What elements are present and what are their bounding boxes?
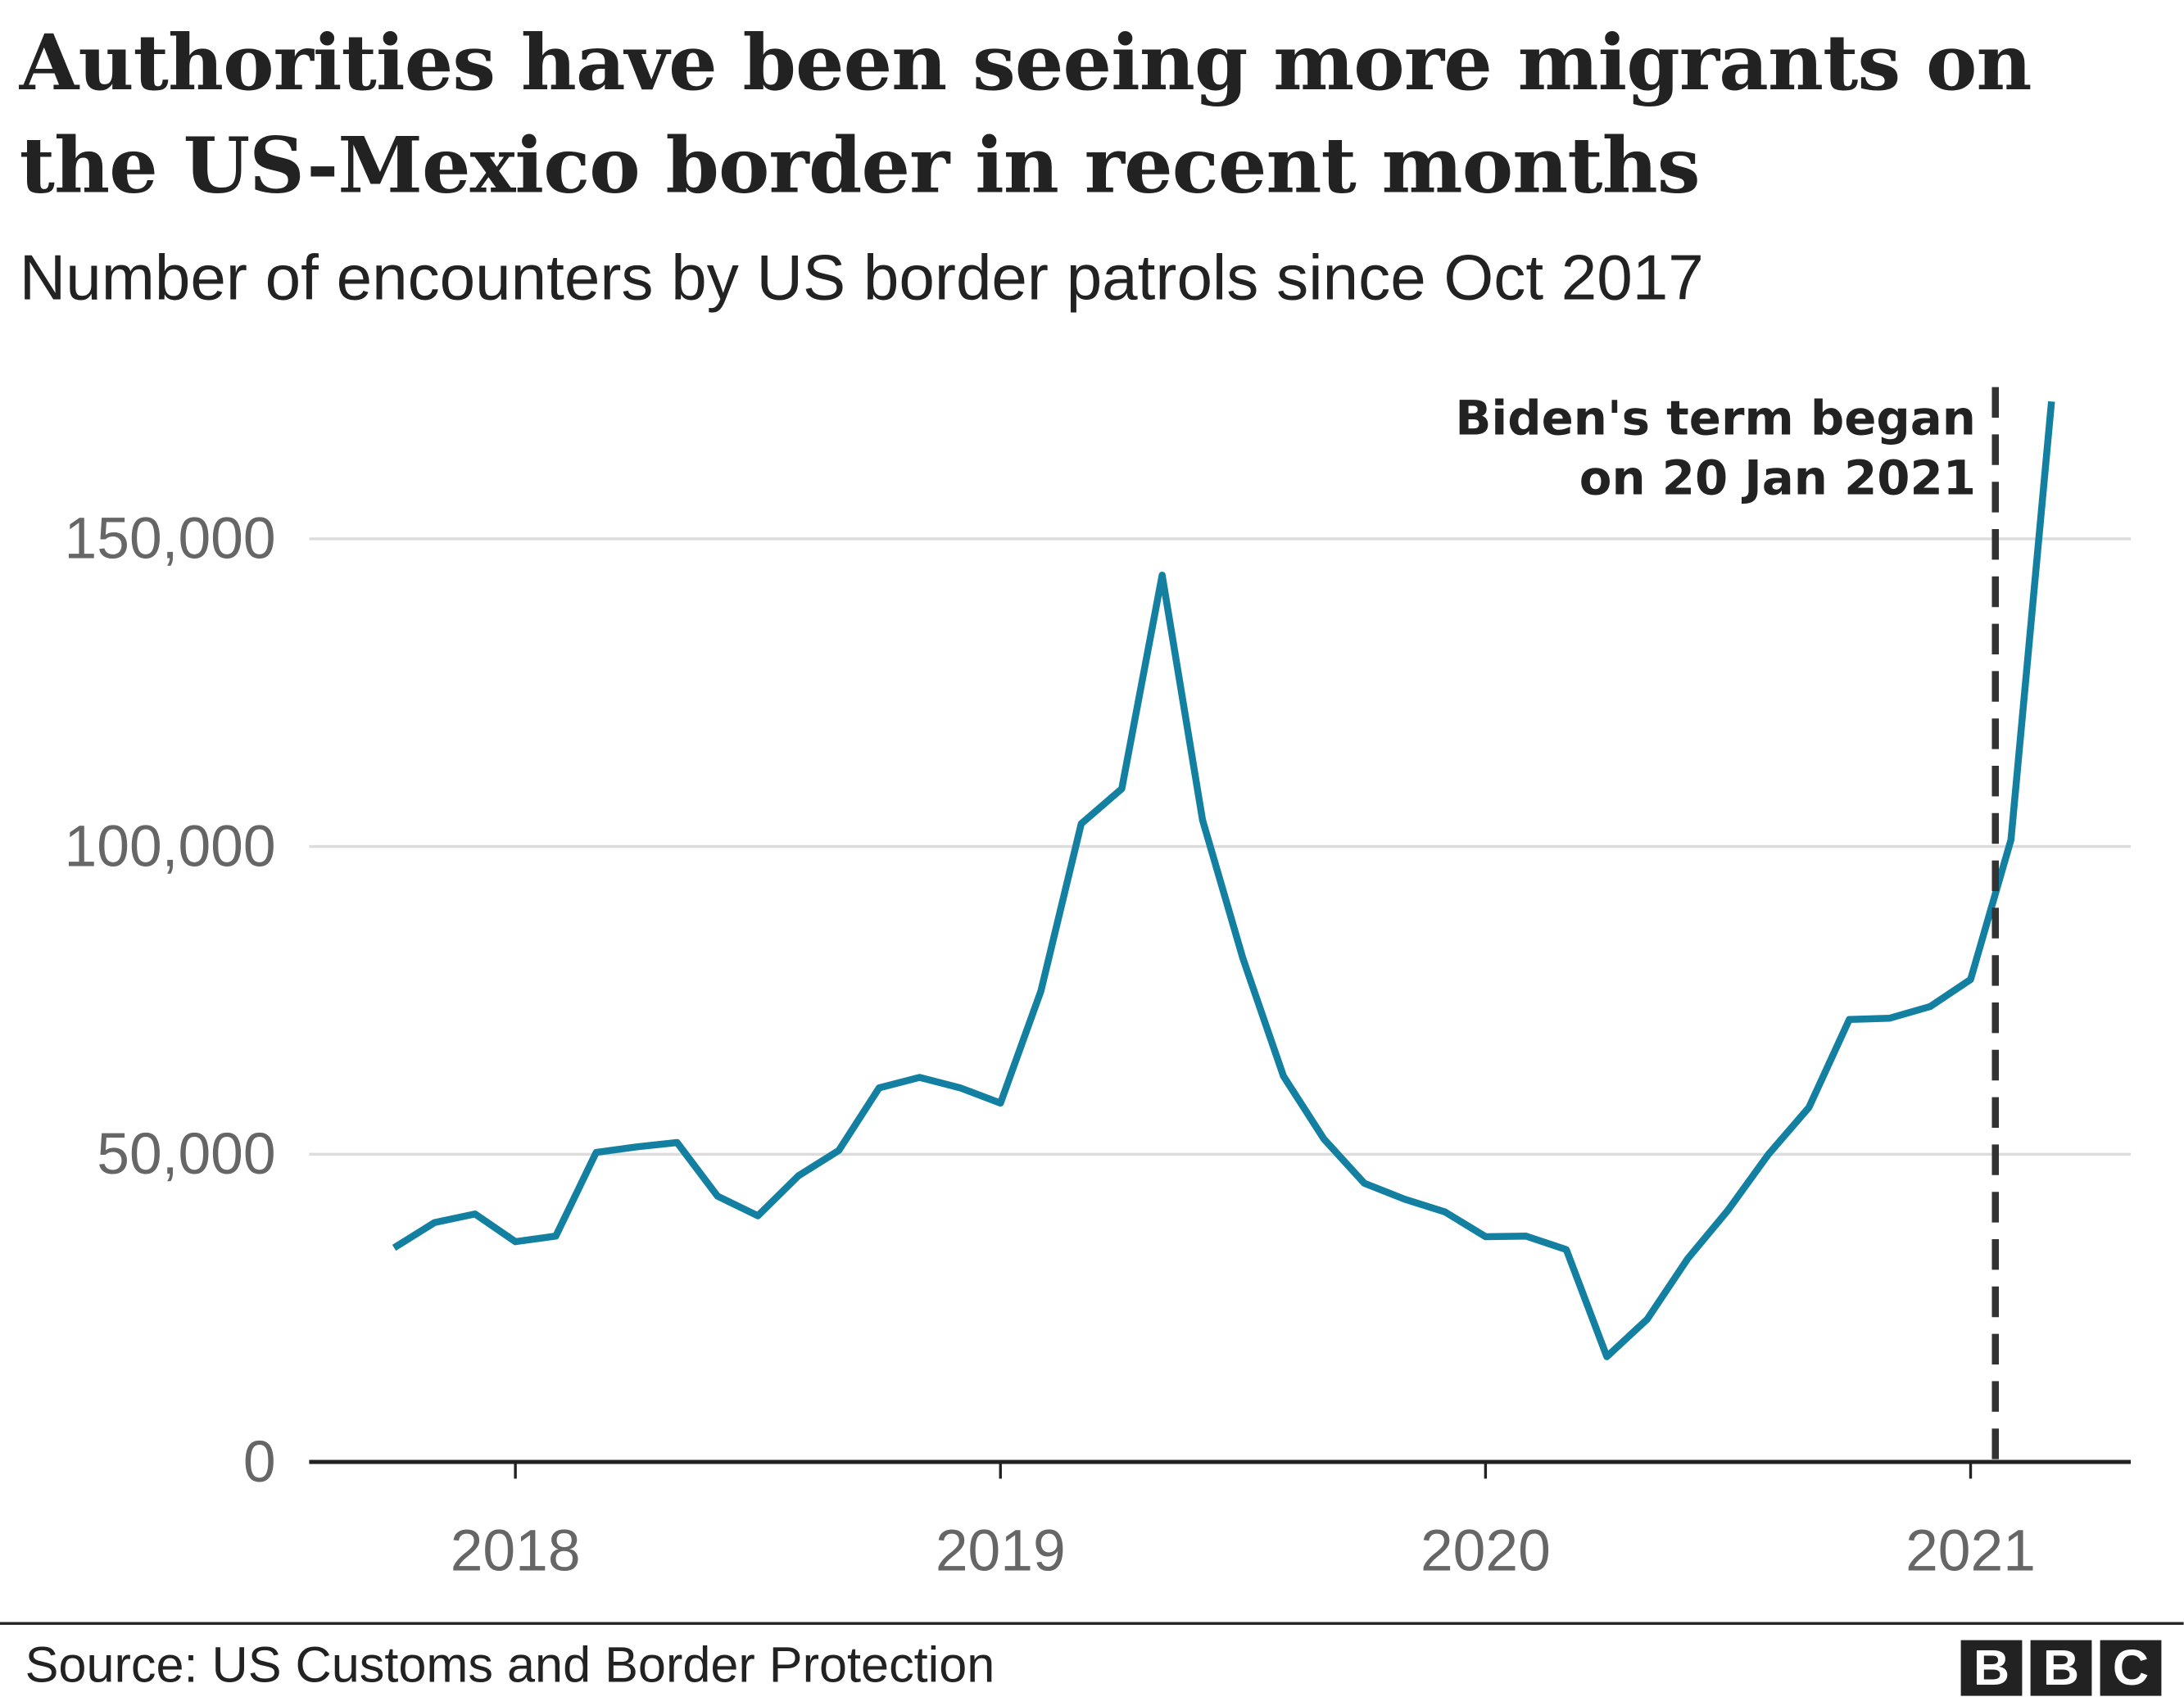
x-tick-label: 2020 — [1421, 1518, 1551, 1584]
x-tick-label: 2021 — [1905, 1518, 2036, 1584]
footer-divider — [0, 1622, 2184, 1625]
y-tick-label: 150,000 — [65, 506, 276, 572]
x-tick-label: 2019 — [936, 1518, 1066, 1584]
source-note: Source: US Customs and Border Protection — [25, 1636, 995, 1694]
chart-title: Authorities have been seeing more migran… — [19, 16, 2032, 210]
y-tick-label: 100,000 — [65, 813, 276, 879]
chart-subtitle: Number of encounters by US border patrol… — [19, 241, 1704, 314]
x-tick-label: 2018 — [451, 1518, 581, 1584]
annotation-label: Biden's term began — [1455, 390, 1976, 446]
y-tick-label: 0 — [243, 1429, 276, 1495]
annotation-label: on 20 Jan 2021 — [1579, 450, 1976, 505]
y-tick-label: 50,000 — [97, 1121, 275, 1187]
data-line — [392, 400, 2055, 1360]
